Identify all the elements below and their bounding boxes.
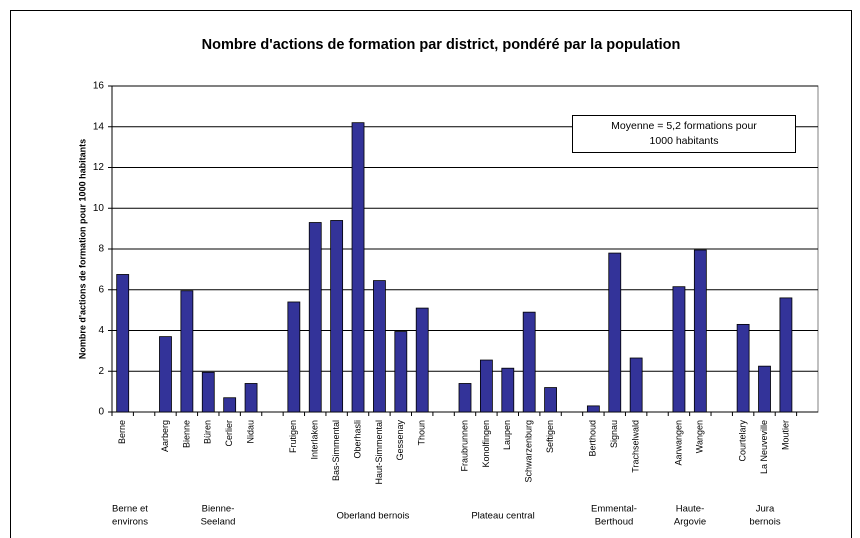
bar [672, 286, 686, 413]
y-tick-label: 8 [98, 244, 104, 255]
bar [394, 331, 408, 413]
annotation: 1000 habitants [650, 135, 719, 147]
bar [629, 357, 643, 413]
x-tick-label: Wangen [695, 420, 705, 453]
x-tick-label: Aarwangen [673, 420, 683, 466]
group-label: Berne et [112, 504, 148, 515]
y-tick-label: 14 [93, 121, 105, 132]
bar [308, 222, 322, 413]
bar [373, 280, 386, 413]
y-tick-label: 2 [98, 366, 104, 377]
group-label: Seeland [201, 517, 236, 528]
x-tick-label: Bas-Simmental [331, 420, 341, 481]
bar [458, 383, 472, 413]
bar [544, 387, 557, 413]
x-tick-label: Thoun [417, 420, 427, 446]
x-tick-label: Seftigen [545, 420, 555, 453]
x-tick-label: Bienne [181, 420, 191, 448]
bar [608, 252, 622, 413]
bar [244, 383, 258, 413]
chart-title: Nombre d'actions de formation par distri… [202, 37, 681, 53]
x-tick-label: Haut-Simmental [374, 420, 384, 485]
bar [479, 359, 493, 413]
group-label: Jura [756, 504, 775, 515]
x-tick-label: Cerlier [224, 420, 234, 447]
group-label: Bienne- [202, 504, 235, 515]
bar [201, 371, 215, 413]
bar [736, 323, 750, 413]
group-label: Emmental- [591, 504, 637, 515]
bar [415, 307, 429, 413]
y-tick-label: 6 [98, 284, 104, 295]
bar [522, 311, 536, 413]
annotation: Moyenne = 5,2 formations pour [611, 120, 757, 132]
x-tick-label: Fraubrunnen [459, 420, 469, 472]
x-tick-label: Konolfingen [481, 420, 491, 468]
x-tick-label: Aarberg [160, 420, 170, 452]
group-label: Haute- [676, 504, 705, 515]
bar [116, 274, 130, 413]
bar [180, 290, 194, 413]
group-label: Oberland bernois [337, 511, 410, 522]
chart-frame [10, 10, 852, 538]
x-tick-label: Nidau [245, 420, 255, 444]
x-tick-label: Laupen [502, 420, 512, 450]
x-tick-label: Schwarzenburg [524, 420, 534, 483]
x-tick-label: La Neuveville [759, 420, 769, 474]
x-tick-label: Oberhasli [352, 420, 362, 459]
y-tick-label: 10 [93, 203, 105, 214]
x-tick-label: Interlaken [310, 420, 320, 460]
annotation-box [572, 115, 796, 153]
x-tick-label: Trachselwald [631, 420, 641, 473]
x-tick-label: Gessenay [395, 420, 405, 461]
x-tick-label: Signau [609, 420, 619, 448]
y-axis-label: Nombre d'actions de formation pour 1000 … [77, 139, 87, 359]
group-label: bernois [749, 517, 780, 528]
x-tick-label: Berne [117, 420, 127, 444]
bar [693, 249, 707, 413]
x-tick-label: Büren [203, 420, 213, 444]
group-label: environs [112, 517, 148, 528]
x-tick-label: Moutier [780, 420, 790, 450]
x-tick-label: Berthoud [588, 420, 598, 457]
bar [586, 405, 600, 413]
bar [287, 301, 301, 413]
y-tick-label: 12 [93, 162, 105, 173]
bar [330, 220, 344, 413]
bar [501, 367, 515, 413]
bar [758, 365, 771, 413]
bar [351, 122, 365, 413]
bar [223, 397, 237, 413]
x-tick-label: Courtelary [737, 420, 747, 462]
y-tick-label: 4 [98, 325, 104, 336]
x-tick-label: Frutigen [288, 420, 298, 453]
y-tick-label: 0 [98, 407, 104, 418]
group-label: Berthoud [595, 517, 634, 528]
group-label: Argovie [674, 517, 706, 528]
bar [779, 297, 793, 413]
y-tick-label: 16 [93, 81, 105, 92]
bar [159, 336, 172, 413]
group-label: Plateau central [471, 511, 534, 522]
